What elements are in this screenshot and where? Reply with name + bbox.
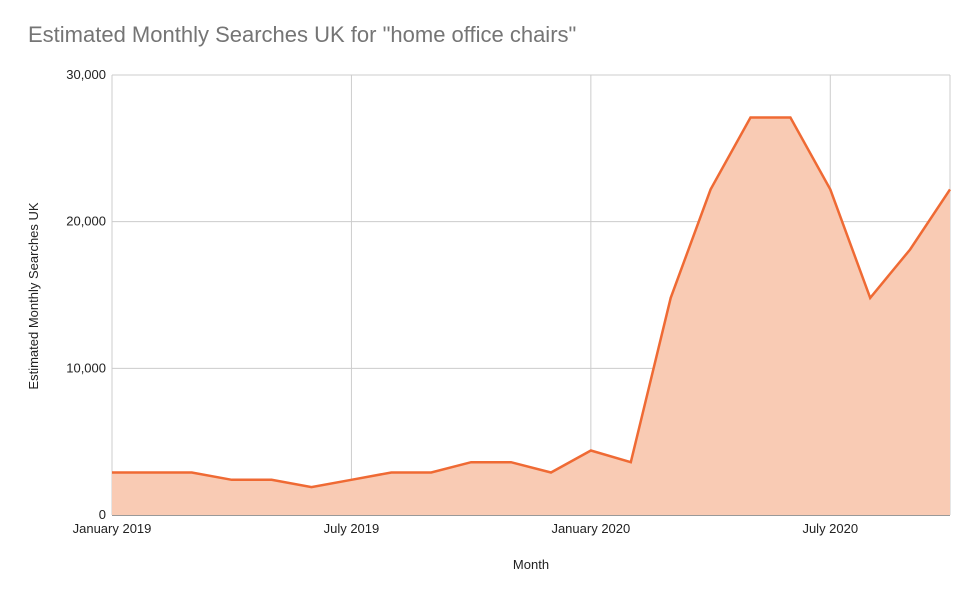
series-lines [111,116,952,489]
y-tick-label: 0 [99,507,106,522]
series-area [112,117,950,515]
y-axis-title: Estimated Monthly Searches UK [26,202,41,389]
x-tick-label: January 2019 [73,521,152,536]
y-tick-label: 20,000 [66,214,106,229]
x-axis-title: Month [513,557,549,572]
y-tick-label: 30,000 [66,67,106,82]
chart-title: Estimated Monthly Searches UK for "home … [28,22,577,47]
area-fill [112,117,950,515]
y-tick-label: 10,000 [66,360,106,375]
x-tick-label: July 2019 [324,521,380,536]
series-line [112,116,952,489]
x-tick-label: January 2020 [551,521,630,536]
x-tick-labels: January 2019 July 2019 January 2020 July 20… [73,521,859,536]
x-tick-label: July 2020 [802,521,858,536]
y-tick-labels: 0 10,000 20,000 30,000 [66,67,106,522]
